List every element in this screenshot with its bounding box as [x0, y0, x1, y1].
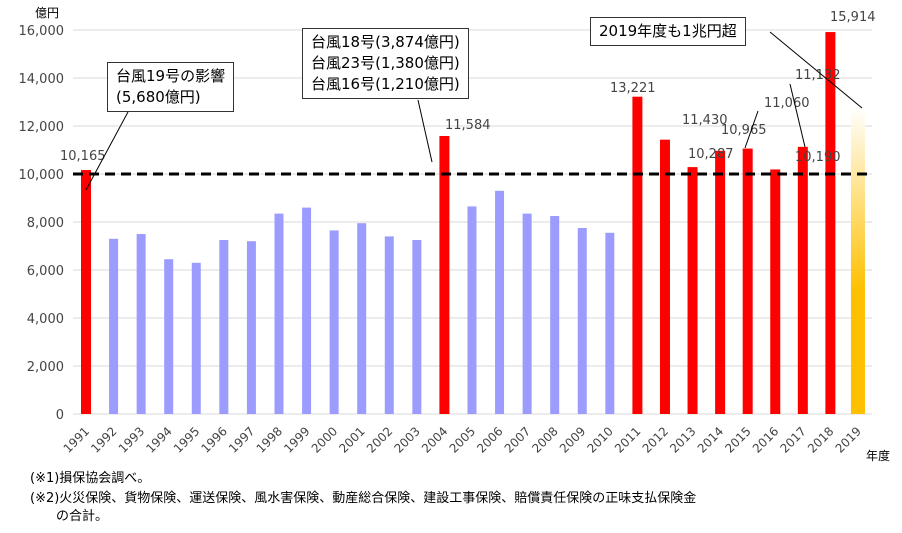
bar-2007 — [522, 213, 532, 414]
x-tick-label: 2005 — [447, 424, 478, 455]
bar-2001 — [357, 223, 367, 414]
bar-1997 — [246, 241, 256, 414]
x-tick-label: 1995 — [171, 424, 202, 455]
x-tick-label: 2008 — [529, 424, 560, 455]
data-label-1991: 10,165 — [60, 149, 106, 164]
bar-2002 — [384, 236, 394, 414]
bar-2008 — [550, 216, 560, 414]
data-label-2016: 10,190 — [795, 150, 841, 165]
data-label-2018: 15,914 — [830, 10, 876, 25]
bar-2017 — [797, 146, 808, 414]
data-label-2015: 11,060 — [764, 96, 810, 111]
y-tick-label: 12,000 — [19, 120, 65, 135]
x-tick-label: 2012 — [640, 424, 671, 455]
y-tick-label: 4,000 — [27, 312, 64, 327]
bar-1998 — [274, 213, 284, 414]
x-tick-label: 2019 — [833, 424, 864, 455]
bar-2009 — [577, 228, 587, 414]
x-tick-label: 2016 — [750, 424, 781, 455]
y-tick-label: 10,000 — [19, 168, 65, 183]
x-axis-label: 年度 — [866, 448, 890, 463]
data-label-2013: 10,287 — [688, 147, 734, 162]
data-label-2017: 11,132 — [795, 68, 841, 83]
bar-2018 — [825, 32, 836, 415]
callout-line — [789, 83, 806, 148]
x-tick-label: 2000 — [309, 424, 340, 455]
bar-2019 — [850, 106, 865, 415]
x-tick-label: 1994 — [143, 424, 174, 455]
bar-2011 — [632, 96, 643, 415]
bar-1999 — [302, 207, 312, 414]
bar-2004 — [439, 135, 450, 414]
x-tick-label: 1992 — [88, 424, 119, 455]
x-tick-label: 2013 — [667, 424, 698, 455]
y-tick-label: 2,000 — [27, 360, 64, 375]
x-tick-label: 2011 — [612, 424, 643, 455]
data-label-2011: 13,221 — [610, 81, 656, 96]
bar-2016 — [770, 169, 781, 414]
x-tick-label: 2017 — [777, 424, 808, 455]
callout-line — [417, 99, 433, 163]
callout-line — [85, 111, 129, 191]
annotation-2004: 台風18号(3,874億円) 台風23号(1,380億円) 台風16号(1,21… — [302, 28, 469, 99]
x-tick-label: 2018 — [805, 424, 836, 455]
x-tick-label: 2001 — [336, 424, 367, 455]
bar-2014 — [715, 150, 726, 414]
bar-1996 — [219, 240, 229, 414]
x-tick-label: 1998 — [254, 424, 285, 455]
x-tick-label: 2006 — [474, 424, 505, 455]
y-tick-label: 16,000 — [19, 24, 65, 39]
x-tick-label: 1993 — [116, 424, 147, 455]
y-tick-label: 0 — [56, 408, 64, 423]
bar-2000 — [329, 230, 339, 414]
x-tick-label: 2015 — [722, 424, 753, 455]
y-tick-label: 8,000 — [27, 216, 64, 231]
bar-2006 — [495, 190, 505, 414]
callout-line — [769, 31, 863, 109]
annotation-2019: 2019年度も1兆円超 — [590, 17, 746, 46]
note-1: (※1)損保協会調べ。 — [30, 471, 151, 486]
x-tick-label: 2004 — [419, 424, 450, 455]
bar-1991 — [81, 170, 91, 414]
bar-2015 — [742, 148, 753, 414]
x-tick-label: 1999 — [281, 424, 312, 455]
bar-2003 — [412, 240, 422, 414]
bar-1994 — [164, 259, 174, 414]
bar-2010 — [605, 232, 615, 414]
data-label-2004: 11,584 — [445, 118, 491, 133]
y-unit-label: 億円 — [35, 6, 59, 20]
annotation-1991: 台風19号の影響 (5,680億円) — [107, 62, 235, 112]
y-tick-label: 14,000 — [19, 72, 65, 87]
y-tick-label: 6,000 — [27, 264, 64, 279]
data-label-2014: 10,965 — [721, 123, 767, 138]
x-tick-label: 1996 — [198, 424, 229, 455]
x-tick-label: 2009 — [557, 424, 588, 455]
note-2: (※2)火災保険、貨物保険、運送保険、風水害保険、動産総合保険、建設工事保険、賠… — [30, 491, 697, 524]
x-tick-label: 2014 — [695, 424, 726, 455]
x-tick-label: 2010 — [584, 424, 615, 455]
bar-2005 — [467, 206, 477, 414]
bar-2013 — [687, 167, 698, 414]
callout-line — [744, 110, 759, 149]
x-tick-label: 2003 — [391, 424, 422, 455]
bar-2012 — [659, 139, 670, 414]
bar-1993 — [136, 234, 146, 414]
x-tick-label: 1991 — [61, 424, 92, 455]
data-label-2012: 11,430 — [682, 113, 728, 128]
bar-1995 — [191, 262, 201, 414]
bar-1992 — [109, 238, 119, 414]
x-tick-label: 2007 — [502, 424, 533, 455]
x-tick-label: 1997 — [226, 424, 257, 455]
x-tick-label: 2002 — [364, 424, 395, 455]
